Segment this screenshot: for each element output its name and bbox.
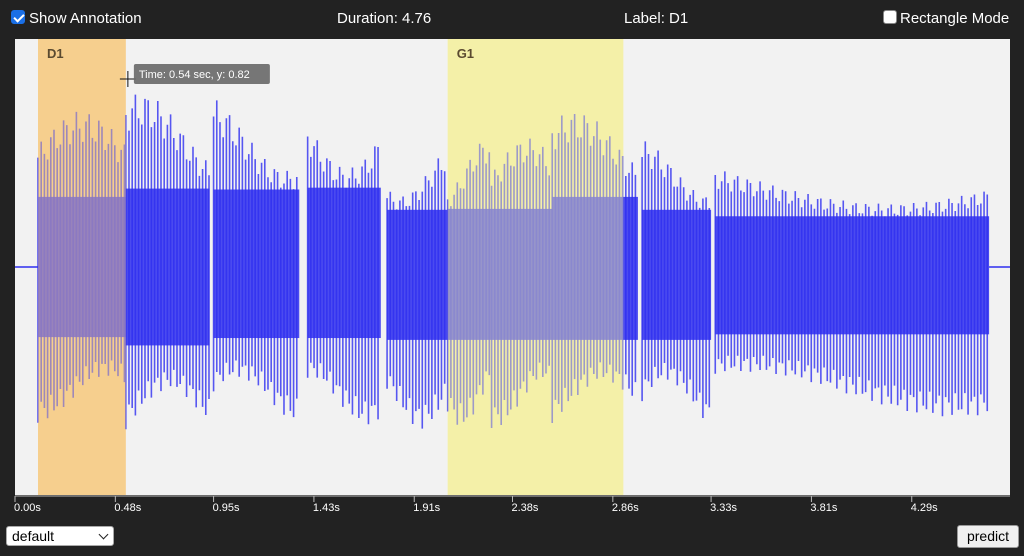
current-label-readout: Label: D1: [624, 10, 689, 27]
model-select[interactable]: default: [6, 526, 114, 546]
waveform-segment: [446, 143, 492, 425]
waveform-segment: [551, 114, 638, 423]
x-tick-label: 2.38s: [512, 502, 539, 514]
x-tick-label: 2.86s: [612, 502, 639, 514]
annotation-overlay-g1: [447, 39, 624, 495]
annotation-label-d1: D1: [47, 46, 64, 61]
x-tick-label: 1.91s: [413, 502, 440, 514]
x-axis-svg: 0.00s 0.48s 0.95s 1.43s 1.91s 2.38s 2.86s 3.33s…: [14, 495, 1010, 514]
waveform-segment: [386, 158, 448, 429]
x-tick-label: 0.00s: [14, 502, 41, 514]
waveform-segment: [212, 100, 300, 418]
waveform-chart[interactable]: D1 G1 Time: 0.54 sec, y: 0.82: [15, 39, 1010, 495]
x-tick-label: 4.29s: [911, 502, 938, 514]
rectangle-mode-label[interactable]: Rectangle Mode: [900, 10, 1010, 27]
waveform-segment: [641, 141, 712, 418]
duration-readout: Duration: 4.76: [337, 10, 432, 27]
waveform-segment: [37, 111, 126, 423]
x-tick-label: 1.43s: [313, 502, 340, 514]
waveform-segment: [306, 136, 381, 425]
x-tick-label: 3.33s: [710, 502, 737, 514]
predict-button[interactable]: predict: [957, 525, 1019, 548]
waveform-segment: [714, 171, 990, 417]
waveform-core: [307, 187, 381, 339]
x-axis: 0.00s 0.48s 0.95s 1.43s 1.91s 2.38s 2.86s 3.33s…: [0, 492, 1024, 518]
waveform-core: [552, 196, 638, 340]
waveform-segment: [490, 138, 553, 428]
rectangle-mode-checkbox[interactable]: [883, 10, 897, 24]
model-select-value: default: [12, 528, 55, 544]
x-tick-label: 0.95s: [213, 502, 240, 514]
waveform-svg[interactable]: D1 G1 Time: 0.54 sec, y: 0.82: [15, 39, 1010, 495]
tooltip-box: [133, 64, 270, 84]
annotation-overlay-d1: [37, 39, 126, 495]
waveform-core: [213, 189, 300, 339]
x-tick-label: 0.48s: [114, 502, 141, 514]
show-annotation-checkbox[interactable]: [11, 10, 25, 24]
tooltip-text: Time: 0.54 sec, y: 0.82: [139, 69, 250, 81]
toolbar: Show Annotation Duration: 4.76 Label: D1…: [0, 0, 1024, 38]
waveform-segment: [124, 94, 210, 430]
show-annotation-label[interactable]: Show Annotation: [29, 10, 142, 27]
chevron-down-icon: [98, 529, 109, 540]
annotation-label-g1: G1: [457, 46, 474, 61]
x-tick-label: 3.81s: [810, 502, 837, 514]
